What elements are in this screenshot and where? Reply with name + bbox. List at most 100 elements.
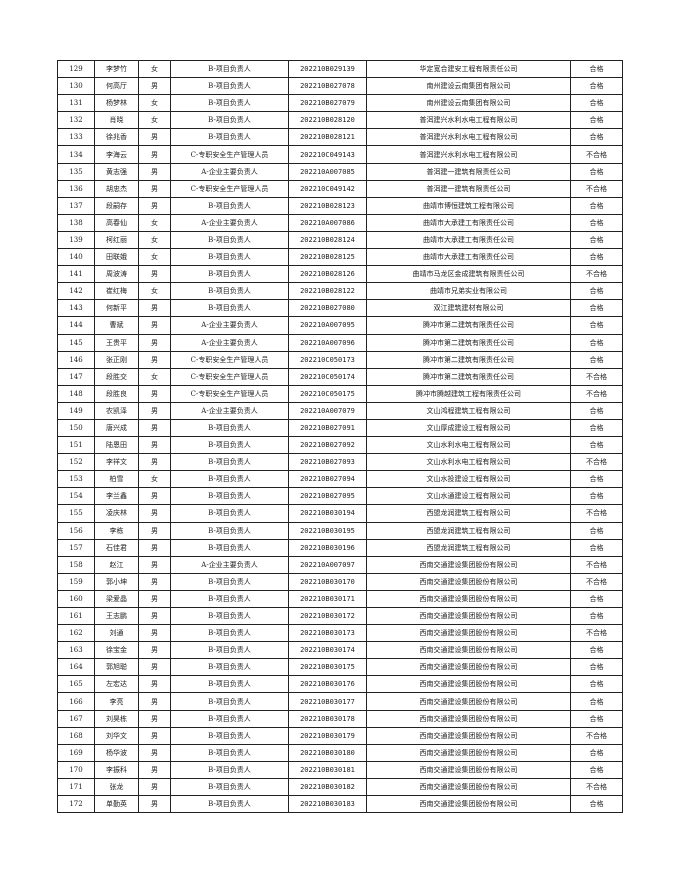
role-cell: B-项目负责人 xyxy=(170,470,289,489)
name-cell: 左宏达 xyxy=(94,675,139,694)
row-number-cell: 131 xyxy=(57,94,95,113)
table-row: 151 陆恩田男 B-项目负责人 202210B027092 文山水利水电工程有限公司合… xyxy=(57,436,623,455)
name-cell: 李海云 xyxy=(94,145,139,164)
table-row: 149 农凯泽男 A-企业主要负责人 202210A007079 文山鸿程建筑工程有限公… xyxy=(57,401,623,420)
certificate-code-cell: 202210A007095 xyxy=(288,316,367,335)
role-cell: C-专职安全生产管理人员 xyxy=(170,384,289,403)
table-row: 170 李振科男 B-项目负责人 202210B030181 西南交通建设集团股份有限公… xyxy=(57,760,623,779)
table-row: 140 田联娥女 B-项目负责人 202210B028125 曲靖市大承建工有限责任公司… xyxy=(57,248,623,267)
name-cell: 李兰鑫 xyxy=(94,487,139,506)
gender-cell: 女 xyxy=(138,282,171,301)
company-cell: 西盟龙润建筑工程有限公司 xyxy=(366,521,571,540)
role-cell: A-企业主要负责人 xyxy=(170,333,289,352)
table-row: 136 胡忠杰男 C-专职安全生产管理人员 202210C049142 普洱建一建筑有限… xyxy=(57,179,623,198)
certificate-code-cell: 202210B030171 xyxy=(288,589,367,609)
role-cell: A-企业主要负责人 xyxy=(170,213,289,232)
row-number-cell: 161 xyxy=(57,606,95,626)
row-number-cell: 132 xyxy=(57,111,95,130)
gender-cell: 男 xyxy=(138,145,171,164)
gender-cell: 男 xyxy=(138,333,171,352)
role-cell: B-项目负责人 xyxy=(170,282,289,301)
role-cell: B-项目负责人 xyxy=(170,777,289,797)
name-cell: 肖晓 xyxy=(94,111,139,130)
certificate-code-cell: 202210B028122 xyxy=(288,282,367,301)
company-cell: 西南交通建设集团股份有限公司 xyxy=(366,589,571,609)
gender-cell: 男 xyxy=(138,77,171,96)
role-cell: A-企业主要负责人 xyxy=(170,162,289,181)
gender-cell: 男 xyxy=(138,606,171,626)
row-number-cell: 170 xyxy=(57,760,95,779)
name-cell: 杨华波 xyxy=(94,743,139,762)
company-cell: 西南交通建设集团股份有限公司 xyxy=(366,658,571,677)
row-number-cell: 129 xyxy=(57,59,95,79)
name-cell: 段胜交 xyxy=(94,367,139,386)
role-cell: B-项目负责人 xyxy=(170,418,289,438)
name-cell: 高春仙 xyxy=(94,213,139,232)
name-cell: 李栋 xyxy=(94,521,139,540)
result-cell: 合格 xyxy=(570,316,623,335)
gender-cell: 男 xyxy=(138,572,171,591)
company-cell: 西南交通建设集团股份有限公司 xyxy=(366,641,571,660)
table-row: 147 段胜交女 C-专职安全生产管理人员 202210C050174 腾冲市第二建筑有… xyxy=(57,367,623,386)
table-row: 141 周波涛男 B-项目负责人 202210B028126 曲靖市马龙区金成建筑有限责… xyxy=(57,265,623,284)
name-cell: 单勤英 xyxy=(94,795,139,814)
name-cell: 梁爱晶 xyxy=(94,589,139,609)
result-cell: 不合格 xyxy=(570,777,623,797)
table-row: 132 肖晓女 B-项目负责人 202210B028120 普洱建兴水利水电工程有限公司… xyxy=(57,111,623,130)
company-cell: 曲靖市大承建工有限责任公司 xyxy=(366,213,571,232)
gender-cell: 男 xyxy=(138,384,171,403)
table-body: 129 李梦竹女 B-项目负责人 202210B029139 华定宽合建安工程有限责任公… xyxy=(57,59,623,814)
certificate-code-cell: 202210B030174 xyxy=(288,641,367,660)
table-row: 171 张龙男 B-项目负责人 202210B030182 西南交通建设集团股份有限公司… xyxy=(57,777,623,797)
gender-cell: 男 xyxy=(138,453,171,472)
table-row: 142 崔红梅女 B-项目负责人 202210B028122 曲靖市兄弟实业有限公司 合格 xyxy=(57,282,623,301)
certificate-code-cell: 202210B027091 xyxy=(288,418,367,438)
table-row: 144 曹斌男 A-企业主要负责人 202210A007095 腾冲市第二建筑有限责任公… xyxy=(57,316,623,335)
certificate-code-cell: 202210B027095 xyxy=(288,487,367,506)
result-cell: 合格 xyxy=(570,521,623,540)
name-cell: 凌庆林 xyxy=(94,504,139,523)
certificate-code-cell: 202210B029139 xyxy=(288,59,367,79)
name-cell: 李祥文 xyxy=(94,453,139,472)
result-cell: 合格 xyxy=(570,538,623,557)
company-cell: 曲靖市兄弟实业有限公司 xyxy=(366,282,571,301)
certificate-code-cell: 202210B028126 xyxy=(288,265,367,284)
gender-cell: 男 xyxy=(138,641,171,660)
result-cell: 合格 xyxy=(570,77,623,96)
role-cell: B-项目负责人 xyxy=(170,606,289,626)
gender-cell: 女 xyxy=(138,230,171,250)
company-cell: 腾冲市第二建筑有限责任公司 xyxy=(366,333,571,352)
row-number-cell: 164 xyxy=(57,658,95,677)
certificate-code-cell: 202210A007079 xyxy=(288,401,367,420)
result-cell: 合格 xyxy=(570,709,623,728)
role-cell: B-项目负责人 xyxy=(170,265,289,284)
result-cell: 不合格 xyxy=(570,624,623,643)
row-number-cell: 162 xyxy=(57,624,95,643)
company-cell: 西南交通建设集团股份有限公司 xyxy=(366,555,571,574)
gender-cell: 男 xyxy=(138,795,171,814)
row-number-cell: 149 xyxy=(57,401,95,420)
company-cell: 腾冲市第二建筑有限责任公司 xyxy=(366,316,571,335)
result-cell: 合格 xyxy=(570,128,623,147)
company-cell: 西盟龙润建筑工程有限公司 xyxy=(366,538,571,557)
name-cell: 张正刚 xyxy=(94,350,139,369)
table-row: 146 张正刚男 C-专职安全生产管理人员 202210C050173 腾冲市第二建筑有… xyxy=(57,350,623,369)
gender-cell: 男 xyxy=(138,709,171,728)
row-number-cell: 155 xyxy=(57,504,95,523)
certificate-code-cell: 202210B030183 xyxy=(288,795,367,814)
role-cell: B-项目负责人 xyxy=(170,196,289,215)
table-row: 148 段胜良男 C-专职安全生产管理人员 202210C050175 腾冲市腾越建筑工… xyxy=(57,384,623,403)
certificate-code-cell: 202210C050173 xyxy=(288,350,367,369)
certificate-code-cell: 202210A007086 xyxy=(288,213,367,232)
table-row: 152 李祥文男 B-项目负责人 202210B027093 文山水利水电工程有限公司不… xyxy=(57,453,623,472)
table-row: 162 刘通男 B-项目负责人 202210B030173 西南交通建设集团股份有限公司… xyxy=(57,624,623,643)
table-row: 137 段嗣存男 B-项目负责人 202210B028123 曲靖市博恒建筑工程有限公司… xyxy=(57,196,623,215)
certificate-code-cell: 202210B030172 xyxy=(288,606,367,626)
name-cell: 徐兆香 xyxy=(94,128,139,147)
table-row: 160 梁爱晶男 B-项目负责人 202210B030171 西南交通建设集团股份有限公… xyxy=(57,589,623,609)
gender-cell: 女 xyxy=(138,111,171,130)
result-cell: 合格 xyxy=(570,487,623,506)
table-row: 145 王贵平男 A-企业主要负责人 202210A007096 腾冲市第二建筑有限责任… xyxy=(57,333,623,352)
company-cell: 文山水利水电工程有限公司 xyxy=(366,453,571,472)
role-cell: B-项目负责人 xyxy=(170,521,289,540)
